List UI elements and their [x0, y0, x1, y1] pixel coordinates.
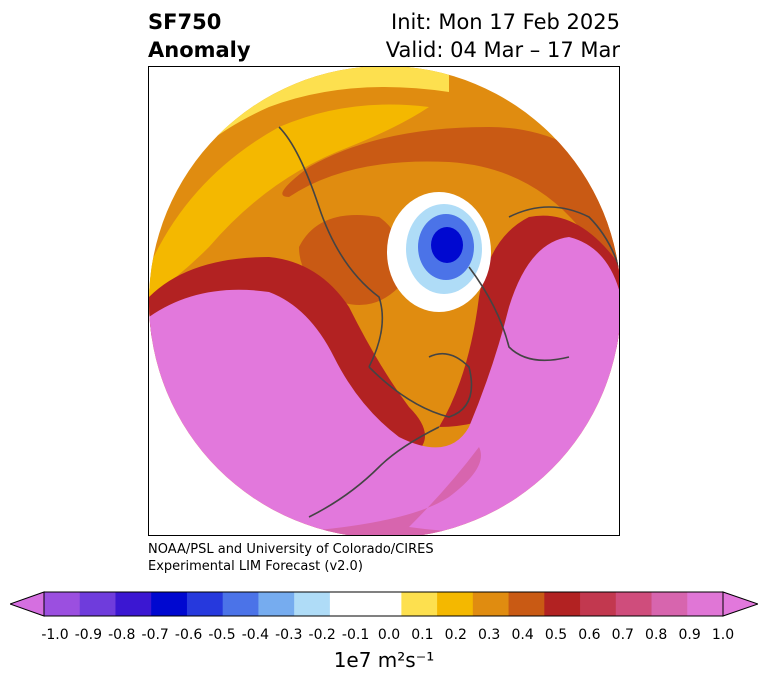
colorbar-bin [186, 592, 224, 616]
colorbar-bin [651, 592, 688, 616]
colorbar-tick-label: -0.6 [174, 627, 203, 643]
colorbar-bin [544, 592, 581, 616]
colorbar-bin [365, 592, 402, 616]
colorbar-bin [687, 592, 724, 616]
colorbar-tick-label: -1.0 [41, 627, 69, 643]
colorbar-tick-label: 0.7 [611, 627, 634, 643]
colorbar-tick-label: 0.6 [578, 627, 601, 643]
colorbar-tick-label: -0.8 [108, 627, 136, 643]
credit-line1: NOAA/PSL and University of Colorado/CIRE… [148, 542, 434, 557]
init-date: Init: Mon 17 Feb 2025 [391, 10, 620, 34]
colorbar-tick-label: -0.7 [141, 627, 169, 643]
colorbar-tick-label: -0.9 [74, 627, 103, 643]
colorbar-tick-label: -0.5 [208, 627, 236, 643]
colorbar-bin [580, 592, 617, 616]
colorbar-bin [472, 592, 510, 616]
colorbar-tick-label: 0.8 [645, 627, 668, 643]
colorbar-tick-label: -0.3 [275, 627, 303, 643]
colorbar-tick-label: 0.0 [377, 627, 401, 643]
colorbar-frame [43, 591, 724, 617]
colorbar-tick-label: 1.0 [711, 627, 735, 643]
title-left: SF750 Anomaly [148, 8, 251, 64]
anomaly-field-magenta [149, 237, 619, 535]
anomaly-field-darkorange [282, 127, 619, 307]
anomaly-field-gold [149, 104, 429, 297]
colorbar-bin [329, 592, 367, 616]
title-right: Init: Mon 17 Feb 2025 Valid: 04 Mar – 17… [386, 8, 620, 64]
valid-range: Valid: 04 Mar – 17 Mar [385, 38, 620, 62]
colorbar-tick-label: 0.3 [478, 627, 501, 643]
colorbar-tick-label: -0.1 [341, 627, 370, 643]
colorbar-tick-label: 0.1 [411, 627, 434, 643]
variable-subtitle: Anomaly [148, 38, 251, 62]
colorbar-bin [222, 592, 259, 616]
colorbar [10, 591, 758, 617]
anomaly-map [149, 67, 619, 535]
colorbar-bin [44, 592, 81, 616]
colorbar-tick-label: 0.4 [511, 627, 534, 643]
colorbar-tick-label: 0.9 [678, 627, 701, 643]
map-panel [148, 66, 620, 536]
colorbar-over-arrow [722, 591, 758, 617]
colorbar-tick-label: 0.5 [544, 627, 568, 643]
colorbar-tick-label: -0.2 [308, 627, 336, 643]
colorbar-tick-label: 0.2 [444, 627, 467, 643]
colorbar-bin [437, 592, 474, 616]
colorbar-tick-label: -0.4 [241, 627, 270, 643]
coastlines [278, 126, 619, 518]
colorbar-bin [508, 592, 545, 616]
colorbar-bin [294, 592, 331, 616]
variable-title: SF750 [148, 10, 222, 34]
colorbar-bin [401, 592, 438, 616]
colorbar-bin [79, 592, 116, 616]
colorbar-bin [615, 592, 653, 616]
colorbar-unit-label: 1e7 m²s⁻¹ [333, 648, 435, 672]
colorbar-bin [151, 592, 188, 616]
colorbar-bin [115, 592, 152, 616]
credit-line2: Experimental LIM Forecast (v2.0) [148, 559, 363, 574]
colorbar-bin [258, 592, 295, 616]
colorbar-under-arrow [10, 591, 45, 617]
credit: NOAA/PSL and University of Colorado/CIRE… [148, 541, 434, 575]
anomaly-field-darkblue [431, 227, 463, 263]
